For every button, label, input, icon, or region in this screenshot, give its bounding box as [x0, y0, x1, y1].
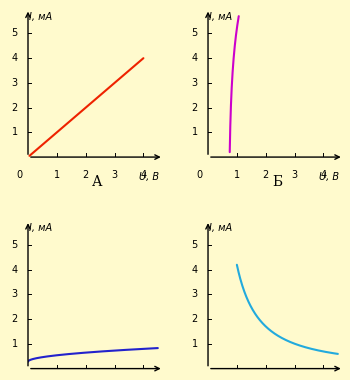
Text: I, мА: I, мА: [29, 223, 52, 233]
Text: 1: 1: [234, 171, 240, 180]
Text: U, В: U, В: [320, 172, 340, 182]
Text: 4: 4: [12, 53, 18, 63]
Text: 5: 5: [11, 240, 18, 250]
Text: 3: 3: [12, 290, 18, 299]
Text: 4: 4: [191, 53, 198, 63]
Text: 0: 0: [196, 171, 202, 180]
Text: I, мА: I, мА: [29, 12, 52, 22]
Text: 5: 5: [11, 28, 18, 38]
Text: I, мА: I, мА: [209, 223, 233, 233]
Text: 4: 4: [191, 265, 198, 275]
Text: 1: 1: [12, 127, 18, 137]
Text: 3: 3: [12, 78, 18, 88]
Text: 4: 4: [140, 171, 146, 180]
Text: 4: 4: [320, 171, 327, 180]
Text: 1: 1: [12, 339, 18, 349]
Text: 3: 3: [191, 78, 198, 88]
Text: Б: Б: [272, 174, 282, 188]
Text: I, мА: I, мА: [209, 12, 233, 22]
Text: 2: 2: [83, 171, 89, 180]
Text: 3: 3: [292, 171, 298, 180]
Text: 2: 2: [11, 103, 18, 112]
Text: 3: 3: [191, 290, 198, 299]
Text: 4: 4: [12, 265, 18, 275]
Text: А: А: [92, 174, 103, 188]
Text: 5: 5: [191, 28, 198, 38]
Text: 1: 1: [191, 339, 198, 349]
Text: 2: 2: [191, 314, 198, 324]
Text: 2: 2: [262, 171, 269, 180]
Text: 1: 1: [191, 127, 198, 137]
Text: 1: 1: [54, 171, 60, 180]
Text: 2: 2: [11, 314, 18, 324]
Text: 0: 0: [16, 171, 22, 180]
Text: 2: 2: [191, 103, 198, 112]
Text: 5: 5: [191, 240, 198, 250]
Text: 3: 3: [112, 171, 118, 180]
Text: U, В: U, В: [139, 172, 160, 182]
